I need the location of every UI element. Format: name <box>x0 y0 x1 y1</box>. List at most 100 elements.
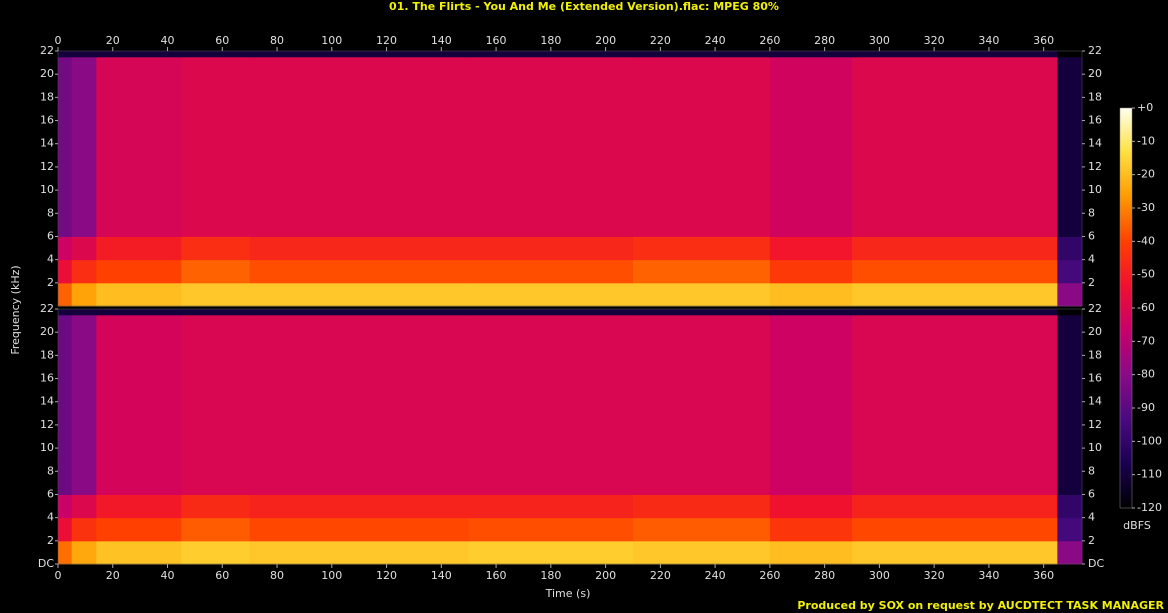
spectrogram-cell <box>58 517 73 542</box>
spectrogram-cell <box>96 540 182 565</box>
spectrogram-cell <box>96 282 182 307</box>
x-tick-label: 260 <box>759 569 780 582</box>
spectrogram-cell <box>58 540 73 565</box>
spectrogram-cell <box>181 314 251 495</box>
spectrogram-cell <box>58 314 73 495</box>
spectrogram-cell <box>852 56 1058 237</box>
y-tick-label: 20 <box>40 325 54 338</box>
spectrogram-cell <box>769 56 853 237</box>
spectrogram-cell <box>249 540 470 565</box>
panel-frame <box>57 50 1083 307</box>
spectrogram-cell <box>249 259 470 284</box>
spectrogram-cell <box>71 236 97 261</box>
spectrogram-cell <box>1057 282 1083 307</box>
colorbar-tick-label: -30 <box>1137 201 1155 214</box>
x-tick-label: 40 <box>161 569 175 582</box>
y-tick-label-right: 4 <box>1088 253 1095 266</box>
x-tick-label-top: 240 <box>705 34 726 47</box>
x-tick-label: 200 <box>595 569 616 582</box>
spectrogram-cell <box>58 282 73 307</box>
spectrogram-cell <box>96 314 182 495</box>
x-tick-label-top: 260 <box>759 34 780 47</box>
x-tick-label: 320 <box>924 569 945 582</box>
y-tick-label-right: DC <box>1088 557 1104 570</box>
y-tick-label-right: 8 <box>1088 206 1095 219</box>
spectrogram-cell <box>468 314 634 495</box>
chart-title: 01. The Flirts - You And Me (Extended Ve… <box>389 0 779 13</box>
x-tick-label-top: 200 <box>595 34 616 47</box>
y-tick-label-right: 20 <box>1088 67 1102 80</box>
spectrogram-cell <box>58 309 73 316</box>
spectrogram-cell <box>71 259 97 284</box>
x-tick-label: 240 <box>705 569 726 582</box>
spectrogram-cell <box>96 236 182 261</box>
spectrogram-cell <box>852 282 1058 307</box>
spectrogram-cell <box>769 309 853 316</box>
y-tick-label-right: 2 <box>1088 534 1095 547</box>
spectrogram-cell <box>769 236 853 261</box>
y-tick-label-right: 12 <box>1088 418 1102 431</box>
y-tick-label-right: 4 <box>1088 511 1095 524</box>
y-tick-label: 10 <box>40 441 54 454</box>
spectrogram-cell <box>71 51 97 58</box>
x-tick-label: 60 <box>215 569 229 582</box>
colorbar-tick-label: -20 <box>1137 168 1155 181</box>
y-tick-label-right: 14 <box>1088 137 1102 150</box>
y-tick-label: 14 <box>40 137 54 150</box>
x-tick-label-top: 100 <box>321 34 342 47</box>
y-tick-label-right: 6 <box>1088 487 1095 500</box>
spectrogram-cell <box>249 517 470 542</box>
spectrogram-cell <box>181 282 251 307</box>
spectrogram-cell <box>58 56 73 237</box>
colorbar-tick-label: -110 <box>1137 468 1162 481</box>
spectrogram-cell <box>96 517 182 542</box>
y-axis-label: Frequency (kHz) <box>9 265 22 354</box>
x-tick-label: 180 <box>540 569 561 582</box>
x-tick-label-top: 160 <box>486 34 507 47</box>
spectrogram-cell <box>181 494 251 519</box>
spectrogram-cell <box>1057 56 1083 237</box>
spectrogram-cell <box>249 236 470 261</box>
y-tick-label-right: 2 <box>1088 276 1095 289</box>
x-tick-label: 220 <box>650 569 671 582</box>
spectrogram-cell <box>468 56 634 237</box>
x-tick-label: 160 <box>486 569 507 582</box>
x-tick-label: 120 <box>376 569 397 582</box>
y-tick-label: 4 <box>47 253 54 266</box>
x-tick-label-top: 120 <box>376 34 397 47</box>
spectrogram-cell <box>96 259 182 284</box>
x-tick-label: 0 <box>55 569 62 582</box>
spectrogram-cell <box>71 282 97 307</box>
spectrogram-cell <box>769 259 853 284</box>
x-tick-label: 20 <box>106 569 120 582</box>
spectrogram-cell <box>632 540 771 565</box>
spectrogram-cell <box>96 494 182 519</box>
x-tick-label: 280 <box>814 569 835 582</box>
spectrogram-cell <box>1057 540 1083 565</box>
x-tick-label-top: 180 <box>540 34 561 47</box>
x-tick-label-top: 60 <box>215 34 229 47</box>
x-tick-label-top: 340 <box>978 34 999 47</box>
colorbar-tick-label: -80 <box>1137 368 1155 381</box>
spectrogram-cell <box>1057 236 1083 261</box>
y-tick-label: 8 <box>47 464 54 477</box>
footer: Produced by SOX on request by AUCDTECT T… <box>797 599 1164 612</box>
spectrogram-cell <box>468 494 634 519</box>
x-tick-label-top: 0 <box>55 34 62 47</box>
spectrogram-cell <box>1057 259 1083 284</box>
y-tick-label: 18 <box>40 90 54 103</box>
spectrogram-cell <box>468 259 634 284</box>
spectrogram-cell <box>632 51 771 58</box>
spectrogram-cell <box>468 517 634 542</box>
y-tick-label: 4 <box>47 511 54 524</box>
colorbar-label: dBFS <box>1123 519 1151 532</box>
spectrogram-cell <box>632 236 771 261</box>
x-tick-label: 140 <box>431 569 452 582</box>
spectrogram-cell <box>249 309 470 316</box>
x-tick-label-top: 320 <box>924 34 945 47</box>
spectrogram-cell <box>632 259 771 284</box>
y-tick-label-right: 18 <box>1088 90 1102 103</box>
spectrogram-cell <box>852 494 1058 519</box>
spectrogram-cell <box>468 282 634 307</box>
